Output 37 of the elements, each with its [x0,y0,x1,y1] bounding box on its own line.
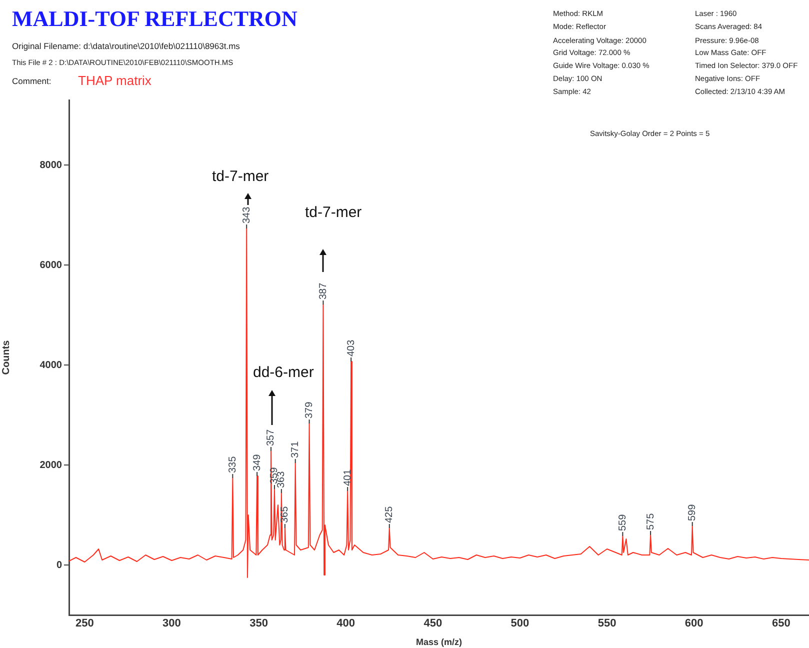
annotation: 357 [266,428,277,446]
text: Original Filename: d:\data\routine\2010\feb\021110\8963t.ms [12,41,240,51]
x-tick-label: 350 [250,618,268,630]
y-tick-label: 0 [56,560,62,571]
annotation: 403 [346,339,357,356]
annotation: 575 [645,512,656,530]
annotation: 343 [241,206,252,224]
annotation: 387 [318,282,329,300]
text: THAP matrix [78,73,152,88]
annotation: td-7-mer [212,168,269,185]
x-tick-label: 650 [772,618,790,630]
x-tick-label: 550 [598,618,616,630]
annotation: td-7-mer [305,204,362,221]
annotation: dd-6-mer [253,364,314,381]
annotation: 371 [290,440,302,458]
x-tick-label: 500 [510,618,530,630]
annotation: 401 [342,468,354,486]
annotation: 349 [252,454,263,471]
annotation: 379 [304,401,316,418]
x-tick-label: 300 [162,618,181,630]
annotation: 599 [687,504,698,521]
annotation: 559 [617,514,628,531]
text: Comment: [12,76,52,86]
y-tick-label: 8000 [40,160,62,171]
annotation: 365 [280,506,291,523]
x-tick-label: 400 [336,618,356,630]
y-tick-label: 2000 [40,460,62,471]
x-tick-label: 450 [424,618,442,630]
y-axis-title: Counts [0,340,12,375]
x-tick-label: 600 [684,618,704,630]
x-axis-title: Mass (m/z) [416,637,462,648]
annotation: 425 [384,506,396,523]
y-tick-label: 4000 [40,360,62,371]
y-tick-label: 6000 [40,260,62,271]
chart-title: MALDI-TOF REFLECTRON [12,6,298,32]
x-tick-label: 250 [75,618,94,630]
annotation: 335 [227,456,238,473]
